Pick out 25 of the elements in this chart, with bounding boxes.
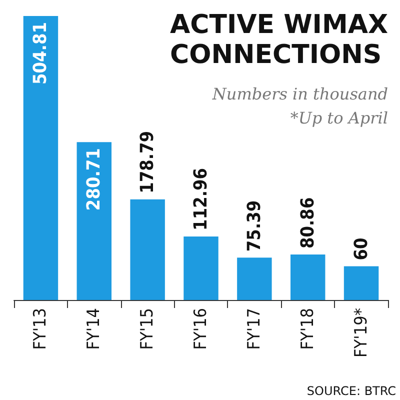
- bar: [76, 142, 112, 300]
- x-tick-label: FY'14: [84, 308, 104, 350]
- source-note: SOURCE: BTRC: [306, 384, 396, 398]
- data-label: 75.39: [244, 200, 265, 252]
- x-tick-label: FY'13: [30, 308, 51, 350]
- x-tick-label: FY'18: [298, 308, 318, 350]
- bar: [130, 199, 165, 300]
- data-label: 112.96: [190, 168, 212, 230]
- x-tick-label: FY'17: [244, 308, 264, 350]
- bar: [344, 266, 379, 300]
- bar: [237, 258, 272, 300]
- bar: [184, 236, 218, 300]
- data-label: 280.71: [84, 148, 105, 211]
- data-label: 178.79: [137, 130, 158, 194]
- x-tick-label: FY'19*: [351, 308, 372, 358]
- chart-title: ACTIVE WIMAX CONNECTIONS: [170, 10, 388, 70]
- x-tick-label: FY'16: [191, 308, 211, 350]
- bar: [23, 16, 58, 300]
- text: Numbers in thousand: [211, 84, 388, 104]
- annotation: *Up to April: [290, 108, 388, 128]
- bar: [290, 254, 326, 300]
- data-label: 60: [350, 238, 372, 260]
- data-label: 80.86: [297, 197, 318, 249]
- x-tick-label: FY'15: [138, 308, 158, 350]
- data-label: 504.81: [30, 22, 52, 84]
